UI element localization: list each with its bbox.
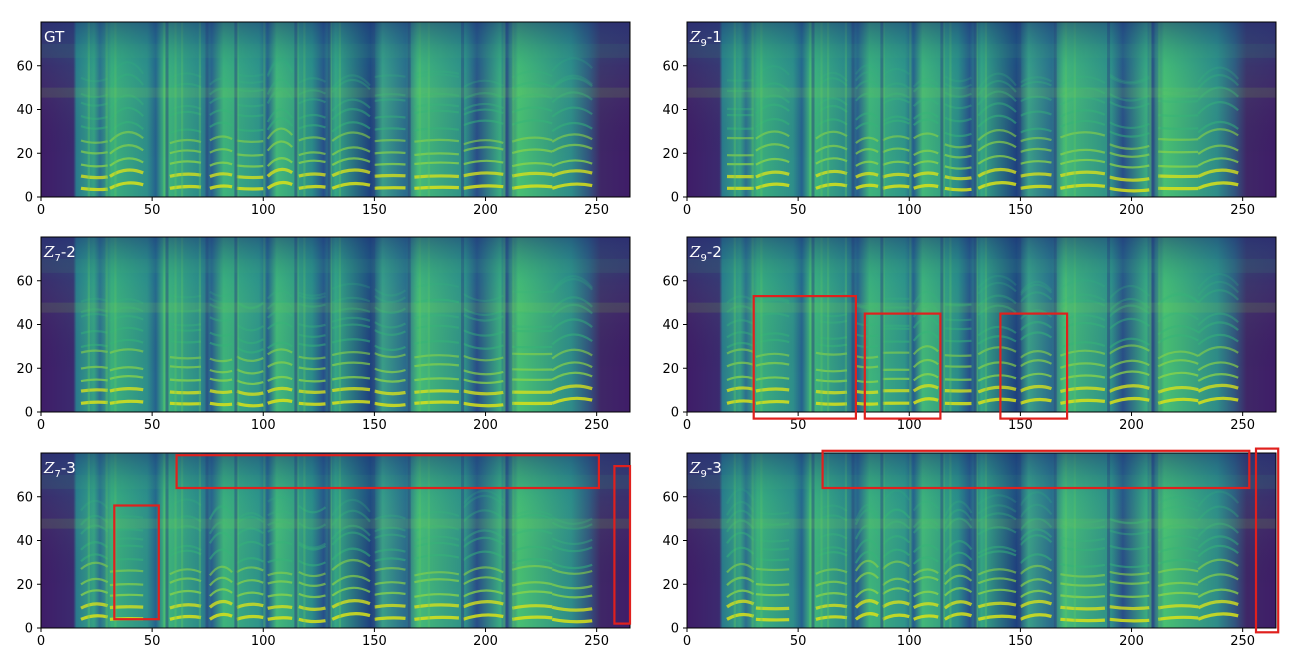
spectrogram-image <box>41 453 630 628</box>
x-tick-label: 250 <box>1230 203 1255 218</box>
y-tick-label: 40 <box>16 103 33 118</box>
y-tick-label: 60 <box>16 274 33 289</box>
y-tick-label: 0 <box>25 622 33 637</box>
y-tick-label: 60 <box>662 490 679 505</box>
panel-label: Z7-3 <box>43 459 76 480</box>
x-tick-label: 100 <box>251 418 276 433</box>
spectrogram-image <box>41 22 630 197</box>
spectrogram-image <box>41 237 630 412</box>
y-tick-label: 40 <box>16 534 33 549</box>
x-tick-label: 100 <box>897 418 922 433</box>
x-tick-label: 100 <box>897 203 922 218</box>
x-tick-label: 150 <box>1008 203 1033 218</box>
y-tick-label: 60 <box>16 490 33 505</box>
panel-label: Z9-2 <box>689 243 722 264</box>
x-tick-label: 200 <box>1119 634 1144 649</box>
x-tick-label: 0 <box>37 634 45 649</box>
highlight-box <box>613 465 632 625</box>
y-tick-label: 20 <box>662 362 679 377</box>
highlight-box <box>999 312 1069 420</box>
y-tick-label: 40 <box>662 103 679 118</box>
spectrogram-panel: 0 50 100 150 200 250 0 20 40 60 Z7-3 <box>16 452 632 649</box>
x-tick-label: 0 <box>683 634 691 649</box>
y-tick-label: 20 <box>16 147 33 162</box>
panel-label: Z9-3 <box>689 459 722 480</box>
x-tick-label: 150 <box>362 203 387 218</box>
x-tick-label: 200 <box>1119 203 1144 218</box>
panel-label: GT <box>44 28 65 46</box>
x-tick-label: 200 <box>473 634 498 649</box>
y-tick-label: 20 <box>662 578 679 593</box>
y-tick-label: 0 <box>671 191 679 206</box>
x-tick-label: 200 <box>473 418 498 433</box>
highlight-box <box>175 454 600 490</box>
x-tick-label: 0 <box>37 203 45 218</box>
highlight-box <box>1254 447 1280 634</box>
x-tick-label: 50 <box>144 634 161 649</box>
highlight-box <box>863 312 942 420</box>
x-tick-label: 250 <box>584 634 609 649</box>
x-tick-label: 50 <box>144 418 161 433</box>
panel-label: Z9-1 <box>689 28 722 49</box>
y-tick-label: 40 <box>662 318 679 333</box>
spectrogram-panel: 0 50 100 150 200 250 0 20 40 60 Z9-2 <box>662 236 1277 433</box>
x-tick-label: 200 <box>1119 418 1144 433</box>
y-tick-label: 0 <box>25 191 33 206</box>
spectrogram-panel: 0 50 100 150 200 250 0 20 40 60 Z7-2 <box>16 236 631 433</box>
spectrogram-image <box>687 22 1276 197</box>
x-tick-label: 0 <box>37 418 45 433</box>
spectrogram-image <box>687 453 1276 628</box>
y-tick-label: 40 <box>16 318 33 333</box>
y-tick-label: 20 <box>16 578 33 593</box>
y-tick-label: 20 <box>662 147 679 162</box>
x-tick-label: 0 <box>683 203 691 218</box>
x-tick-label: 0 <box>683 418 691 433</box>
x-tick-label: 50 <box>790 203 807 218</box>
panel-label: Z7-2 <box>43 243 76 264</box>
x-tick-label: 150 <box>362 418 387 433</box>
spectrogram-image <box>687 237 1276 412</box>
y-tick-label: 0 <box>671 622 679 637</box>
highlight-box <box>113 504 160 621</box>
x-tick-label: 150 <box>362 634 387 649</box>
x-tick-label: 250 <box>1230 634 1255 649</box>
x-tick-label: 200 <box>473 203 498 218</box>
x-tick-label: 100 <box>251 203 276 218</box>
highlight-box <box>821 449 1251 490</box>
y-tick-label: 60 <box>16 59 33 74</box>
spectrogram-panel: 0 50 100 150 200 250 0 20 40 60 Z9-1 <box>662 21 1277 218</box>
y-tick-label: 60 <box>662 274 679 289</box>
y-tick-label: 20 <box>16 362 33 377</box>
x-tick-label: 50 <box>790 418 807 433</box>
spectrogram-panel: 0 50 100 150 200 250 0 20 40 60 GT <box>16 21 631 218</box>
x-tick-label: 250 <box>1230 418 1255 433</box>
x-tick-label: 100 <box>897 634 922 649</box>
highlight-box <box>752 294 857 420</box>
y-tick-label: 60 <box>662 59 679 74</box>
x-tick-label: 250 <box>584 418 609 433</box>
x-tick-label: 100 <box>251 634 276 649</box>
y-tick-label: 40 <box>662 534 679 549</box>
x-tick-label: 150 <box>1008 418 1033 433</box>
spectrogram-panel: 0 50 100 150 200 250 0 20 40 60 Z9-3 <box>662 447 1280 649</box>
y-tick-label: 0 <box>25 406 33 421</box>
x-tick-label: 50 <box>144 203 161 218</box>
y-tick-label: 0 <box>671 406 679 421</box>
x-tick-label: 250 <box>584 203 609 218</box>
x-tick-label: 150 <box>1008 634 1033 649</box>
x-tick-label: 50 <box>790 634 807 649</box>
